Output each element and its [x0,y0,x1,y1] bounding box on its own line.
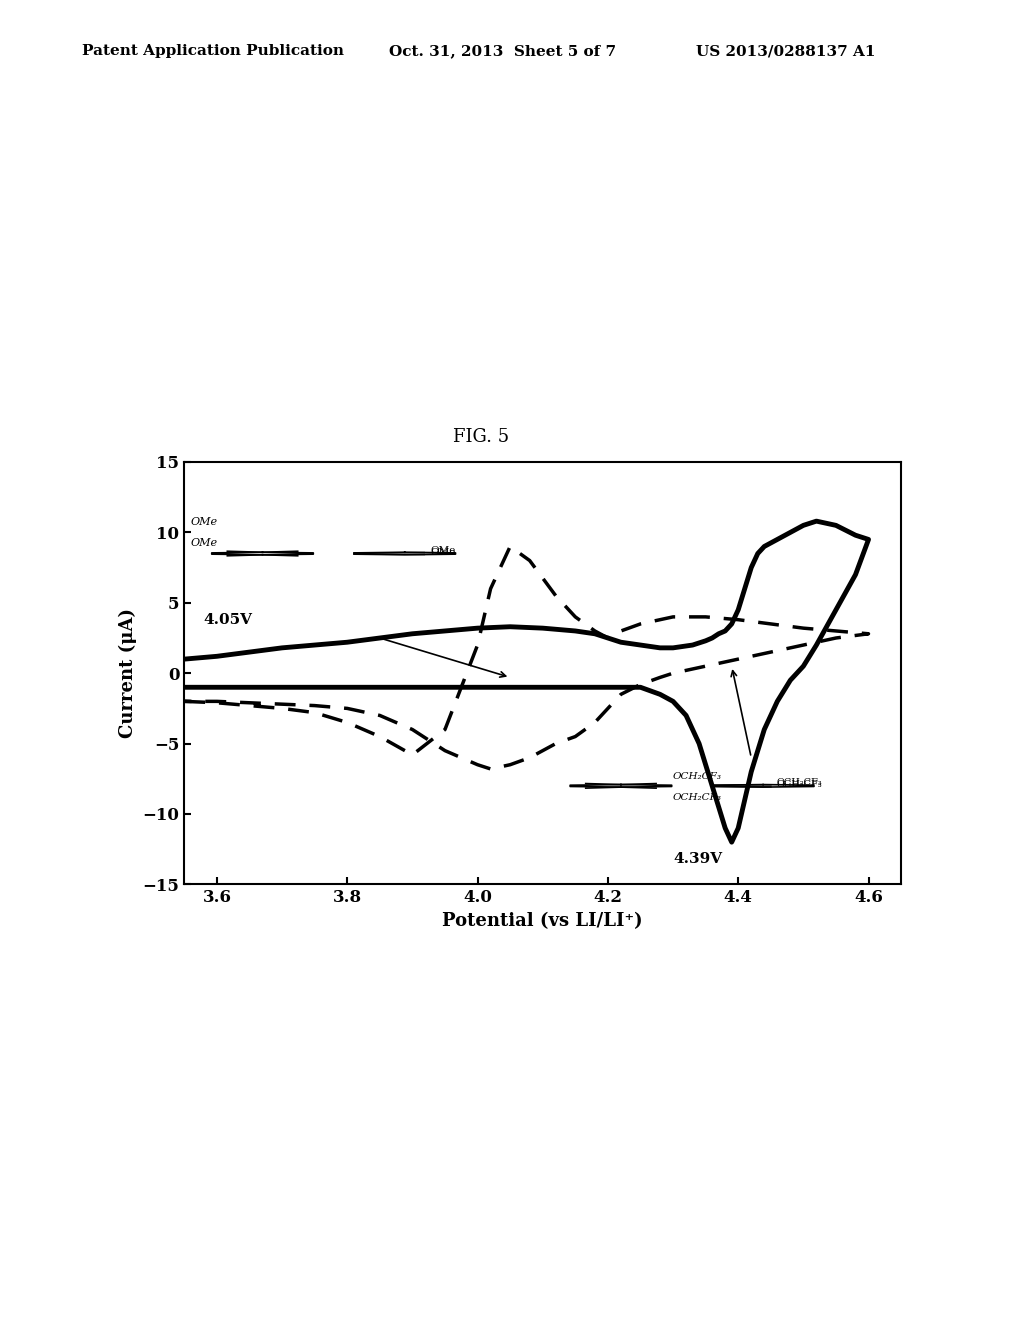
Text: OCH₂CF₃: OCH₂CF₃ [673,793,722,803]
Text: Oct. 31, 2013  Sheet 5 of 7: Oct. 31, 2013 Sheet 5 of 7 [389,45,616,58]
Text: OCH₂CF₃: OCH₂CF₃ [673,772,722,781]
Text: OCH₂CF₃: OCH₂CF₃ [777,780,822,789]
Text: 4.05V: 4.05V [204,612,253,627]
Text: OMe: OMe [430,548,456,557]
Text: OCH₂CF₃: OCH₂CF₃ [777,777,822,787]
Text: Patent Application Publication: Patent Application Publication [82,45,344,58]
Text: FIG. 5: FIG. 5 [454,428,509,446]
Y-axis label: Current (μA): Current (μA) [119,609,137,738]
Text: OMe: OMe [190,517,218,528]
Text: US 2013/0288137 A1: US 2013/0288137 A1 [696,45,876,58]
Text: 4.39V: 4.39V [673,853,722,866]
Text: OMe: OMe [190,539,218,549]
Text: OMe: OMe [430,545,456,554]
X-axis label: Potential (vs LI/LI⁺): Potential (vs LI/LI⁺) [442,912,643,929]
